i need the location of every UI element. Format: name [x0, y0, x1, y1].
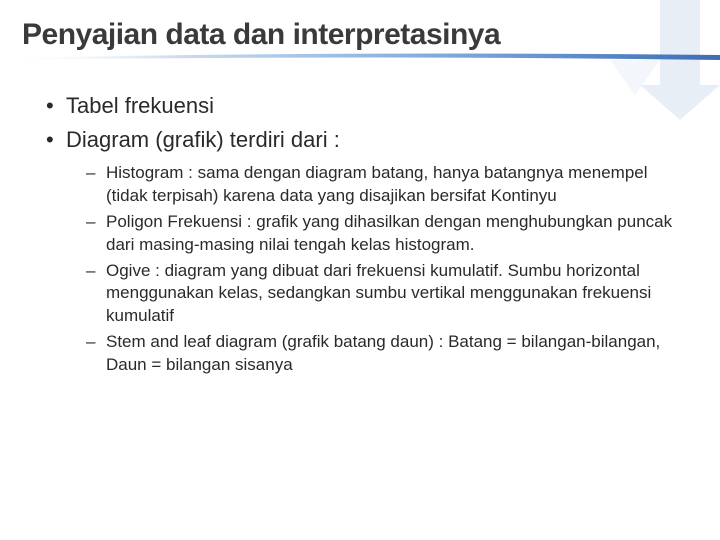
main-bullet-list: Tabel frekuensi Diagram (grafik) terdiri…: [40, 90, 680, 156]
sub-bullet-item: Poligon Frekuensi : grafik yang dihasilk…: [84, 211, 680, 257]
slide-title: Penyajian data dan interpretasinya: [22, 18, 698, 52]
sub-bullet-item: Ogive : diagram yang dibuat dari frekuen…: [84, 260, 680, 329]
bullet-item: Diagram (grafik) terdiri dari :: [40, 124, 680, 156]
sub-bullet-text: Stem and leaf diagram (grafik batang dau…: [106, 332, 660, 374]
bullet-item: Tabel frekuensi: [40, 90, 680, 122]
sub-bullet-text: Histogram : sama dengan diagram batang, …: [106, 163, 648, 205]
bullet-text: Tabel frekuensi: [66, 93, 214, 118]
sub-bullet-item: Stem and leaf diagram (grafik batang dau…: [84, 331, 680, 377]
sub-bullet-item: Histogram : sama dengan diagram batang, …: [84, 162, 680, 208]
title-underline: [0, 52, 720, 60]
sub-bullet-text: Ogive : diagram yang dibuat dari frekuen…: [106, 261, 651, 326]
slide-body: Tabel frekuensi Diagram (grafik) terdiri…: [0, 62, 720, 400]
slide-header: Penyajian data dan interpretasinya: [0, 0, 720, 62]
sub-bullet-text: Poligon Frekuensi : grafik yang dihasilk…: [106, 212, 672, 254]
bullet-text: Diagram (grafik) terdiri dari :: [66, 127, 340, 152]
sub-bullet-list: Histogram : sama dengan diagram batang, …: [40, 162, 680, 377]
